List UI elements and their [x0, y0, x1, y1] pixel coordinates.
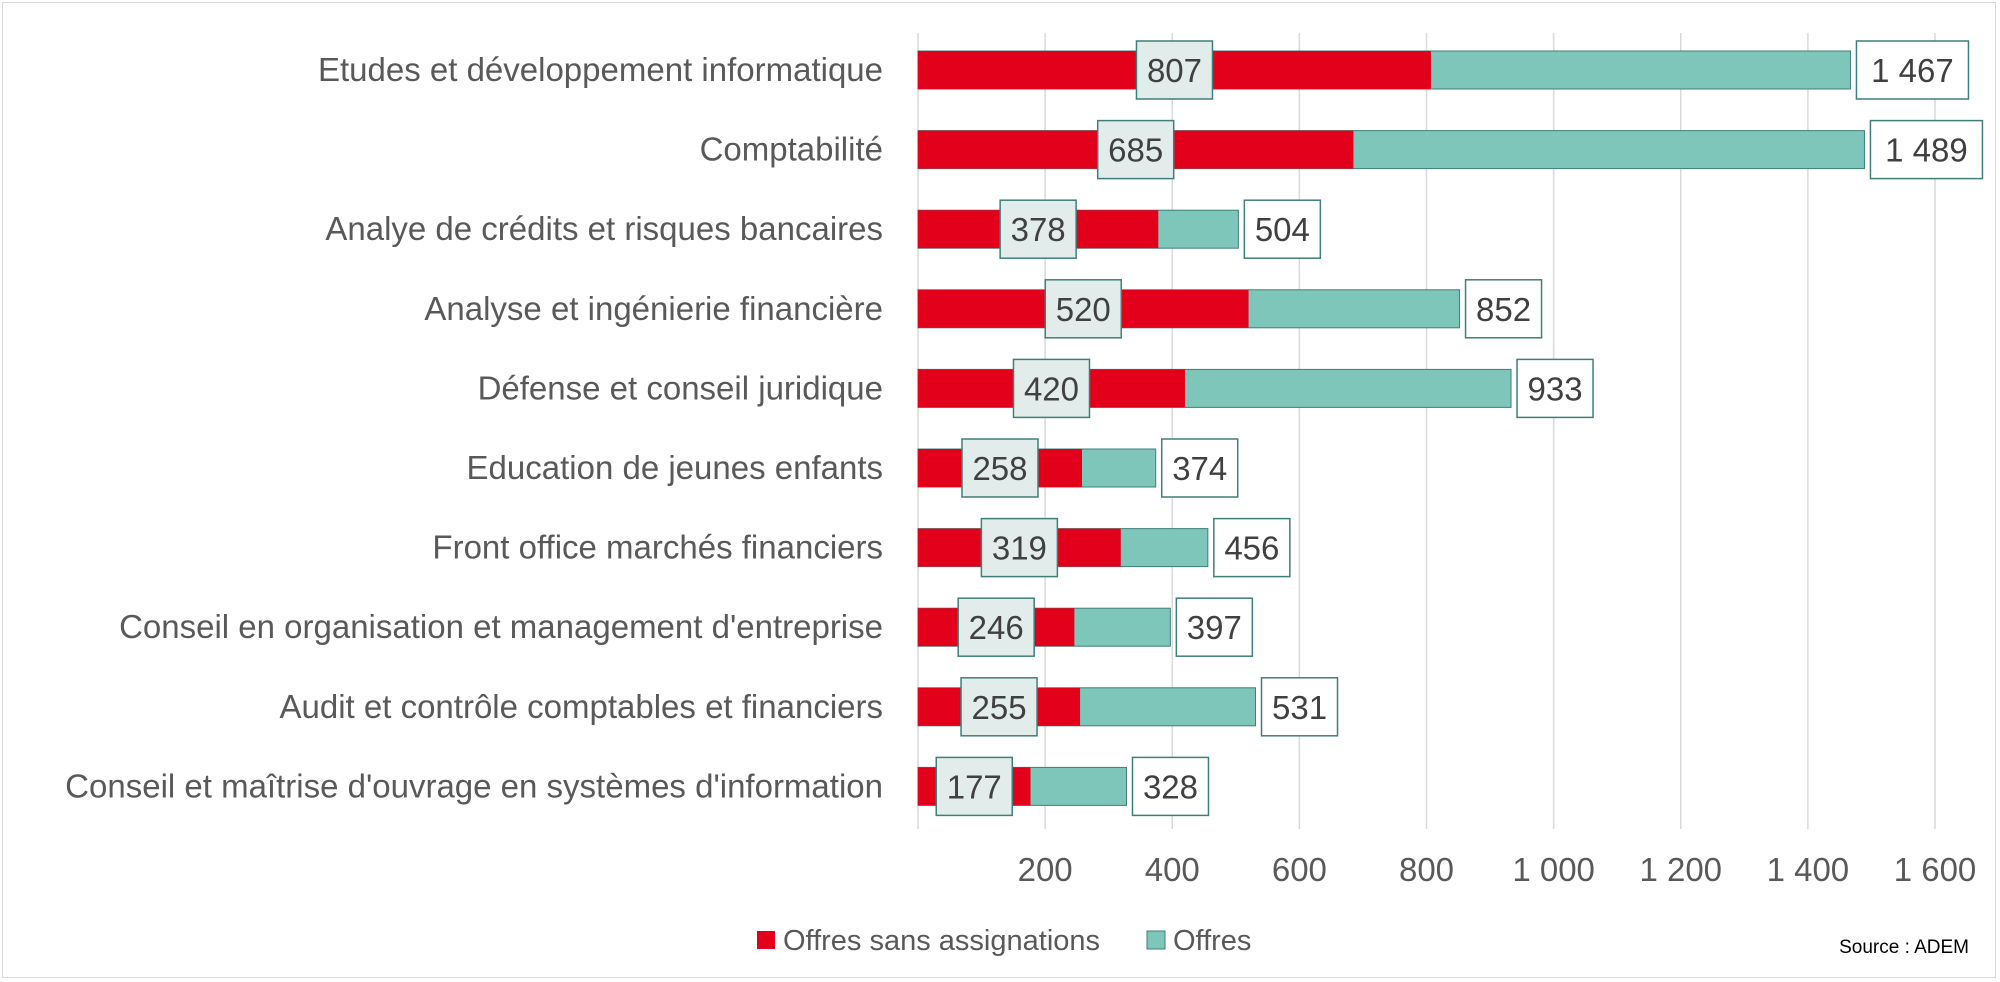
bar-chart: Etudes et développement informatique Comp… — [65, 33, 1984, 958]
data-label-offres: 328 — [1143, 768, 1198, 805]
category-label-comptabilite: Comptabilité — [700, 131, 883, 168]
data-label-offres: 374 — [1172, 450, 1227, 487]
data-label-offres: 456 — [1224, 530, 1279, 567]
data-label-offres-sans-assignations: 807 — [1147, 52, 1202, 89]
data-label-box-offres — [1131, 756, 1210, 817]
data-label-box-offres-sans-assignations — [935, 756, 1014, 817]
data-label-offres-sans-assignations: 685 — [1108, 132, 1163, 169]
data-label-offres-sans-assignations: 246 — [969, 609, 1024, 646]
data-label-offres-sans-assignations: 255 — [972, 689, 1027, 726]
category-label-defense-et-conseil-juridique: Défense et conseil juridique — [478, 369, 883, 406]
data-label-box-offres-sans-assignations — [957, 597, 1035, 657]
data-label-offres: 852 — [1476, 291, 1531, 328]
x-tick-label: 1 000 — [1512, 851, 1595, 888]
category-label-conseil-et-maitrise-d-ouvrage-en-systemes-d-information: Conseil et maîtrise d'ouvrage en système… — [65, 767, 883, 804]
source-note: Source : ADEM — [1839, 937, 1969, 958]
data-label-box-offres-sans-assignations — [1096, 119, 1175, 180]
category-label-analyse-et-ingenierie-financiere: Analyse et ingénierie financière — [424, 290, 883, 327]
legend: Offres sans assignations Offres — [757, 925, 1251, 957]
x-tick-label: 600 — [1272, 851, 1327, 888]
data-label-box-offres — [1260, 677, 1339, 737]
legend-swatch-offres-sans-assignations — [757, 931, 775, 949]
data-label-box-offres — [1243, 199, 1322, 259]
data-labels: 807 1 467 685 1 489 378 504 520 852 420 933 258 374… — [935, 40, 1984, 817]
x-tick-label: 1 600 — [1894, 851, 1977, 888]
legend-swatch-offres — [1146, 930, 1166, 950]
x-tick-label: 400 — [1145, 851, 1200, 888]
data-label-box-offres — [1160, 438, 1239, 498]
data-label-box-offres — [1464, 279, 1543, 339]
category-label-audit-et-controle-comptables-et-financiers: Audit et contrôle comptables et financie… — [280, 688, 884, 725]
x-tick-label: 200 — [1018, 851, 1073, 888]
data-label-offres-sans-assignations: 177 — [947, 768, 1002, 805]
category-label-analye-de-credits-et-risques-bancaires: Analye de crédits et risques bancaires — [325, 210, 883, 247]
category-labels: Etudes et développement informatique Comp… — [65, 51, 883, 804]
category-label-etudes-et-developpement-informatique: Etudes et développement informatique — [318, 51, 883, 88]
category-label-front-office-marches-financiers: Front office marchés financiers — [432, 529, 883, 566]
data-label-box-offres-sans-assignations — [980, 517, 1059, 578]
data-label-box-offres-sans-assignations — [961, 438, 1039, 498]
data-label-box-offres — [1175, 597, 1254, 657]
data-label-offres: 933 — [1528, 370, 1583, 407]
data-label-offres-sans-assignations: 258 — [972, 450, 1027, 487]
data-label-box-offres — [1213, 517, 1291, 578]
x-axis-tick-labels: 200 400 600 800 1 000 1 200 1 400 1 600 — [1018, 851, 1977, 888]
legend-label-offres: Offres — [1173, 925, 1251, 957]
data-label-offres: 1 489 — [1885, 132, 1968, 169]
data-label-box-offres-sans-assignations — [960, 677, 1038, 737]
category-label-conseil-en-organisation-et-management-d-entreprise: Conseil en organisation et management d'… — [119, 608, 883, 645]
data-label-box-offres-sans-assignations — [1044, 279, 1123, 339]
x-tick-label: 800 — [1399, 851, 1454, 888]
data-label-box-offres — [1869, 119, 1984, 180]
x-tick-label: 1 400 — [1767, 851, 1850, 888]
data-label-box-offres — [1516, 358, 1594, 419]
legend-label-offres-sans-assignations: Offres sans assignations — [783, 925, 1100, 957]
data-label-box-offres-sans-assignations — [1135, 40, 1214, 100]
data-label-offres: 531 — [1272, 689, 1327, 726]
data-label-offres-sans-assignations: 378 — [1011, 211, 1066, 248]
data-label-offres: 1 467 — [1871, 52, 1954, 89]
data-label-box-offres — [1855, 40, 1970, 100]
x-tick-label: 1 200 — [1639, 851, 1722, 888]
data-label-box-offres-sans-assignations — [1012, 358, 1091, 419]
data-label-offres: 397 — [1187, 609, 1242, 646]
data-label-box-offres-sans-assignations — [999, 199, 1077, 259]
category-label-education-de-jeunes-enfants: Education de jeunes enfants — [467, 449, 883, 486]
data-label-offres-sans-assignations: 319 — [992, 530, 1047, 567]
data-label-offres: 504 — [1255, 211, 1310, 248]
bars — [917, 50, 1865, 806]
data-label-offres-sans-assignations: 520 — [1056, 291, 1111, 328]
data-label-offres-sans-assignations: 420 — [1024, 370, 1079, 407]
